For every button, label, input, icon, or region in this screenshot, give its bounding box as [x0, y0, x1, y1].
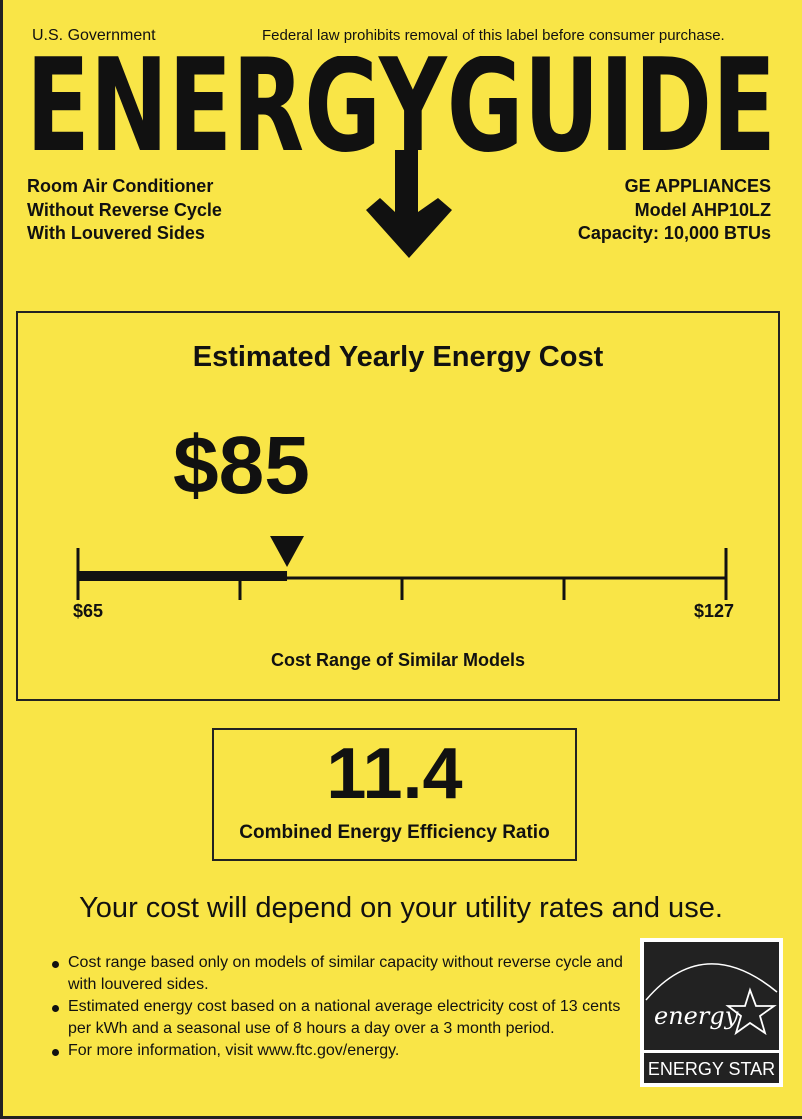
product-line: Room Air Conditioner — [27, 176, 214, 196]
energy-script: energy — [654, 1002, 739, 1030]
product-line: Without Reverse Cycle — [27, 199, 222, 220]
energyguide-logo: ENERGYGUIDE — [26, 56, 776, 156]
removal-notice: Federal law prohibits removal of this la… — [262, 27, 725, 44]
product-details: GE APPLIANCES Model AHP10LZ Capacity: 10… — [578, 175, 771, 246]
logo-arrow-icon — [366, 150, 452, 258]
label-border-bottom — [0, 1116, 802, 1119]
energyguide-logo-text: ENERGYGUIDE — [26, 56, 776, 156]
note-item: Estimated energy cost based on a nationa… — [52, 996, 627, 1040]
cost-marker-icon — [270, 536, 305, 567]
government-text: U.S. Government — [32, 27, 156, 44]
notes-list: Cost range based only on models of simil… — [52, 952, 627, 1062]
energy-star-icon: energy — [645, 963, 778, 1036]
product-line: With Louvered Sides — [27, 223, 205, 243]
label-border-left — [0, 0, 3, 1119]
cost-range-scale — [76, 536, 728, 600]
manufacturer: GE APPLIANCES — [624, 176, 771, 196]
note-item: Cost range based only on models of simil… — [52, 952, 627, 996]
eer-value: 11.4 — [326, 734, 463, 814]
range-min-label: $65 — [73, 601, 104, 621]
cost-bar-fill — [78, 571, 288, 581]
eer-label: Combined Energy Efficiency Ratio — [239, 822, 550, 843]
efficiency-box: 11.4 Combined Energy Efficiency Ratio — [212, 728, 577, 861]
energy-star-logo: energy ENERGY STAR — [640, 938, 783, 1087]
note-item: For more information, visit www.ftc.gov/… — [52, 1040, 627, 1062]
capacity: Capacity: 10,000 BTUs — [577, 223, 771, 243]
cost-heading: Estimated Yearly Energy Cost — [192, 341, 604, 373]
yearly-cost-box: Estimated Yearly Energy Cost $85 $65 $12… — [16, 311, 780, 701]
cost-value: $85 — [173, 420, 310, 511]
energy-star-text: ENERGY STAR — [644, 1050, 779, 1086]
product-type: Room Air Conditioner Without Reverse Cyc… — [27, 175, 222, 246]
model-number: Model AHP10LZ — [634, 199, 771, 220]
cost-disclaimer: Your cost will depend on your utility ra… — [79, 892, 723, 924]
range-max-label: $127 — [693, 601, 734, 621]
range-caption: Cost Range of Similar Models — [270, 650, 526, 670]
